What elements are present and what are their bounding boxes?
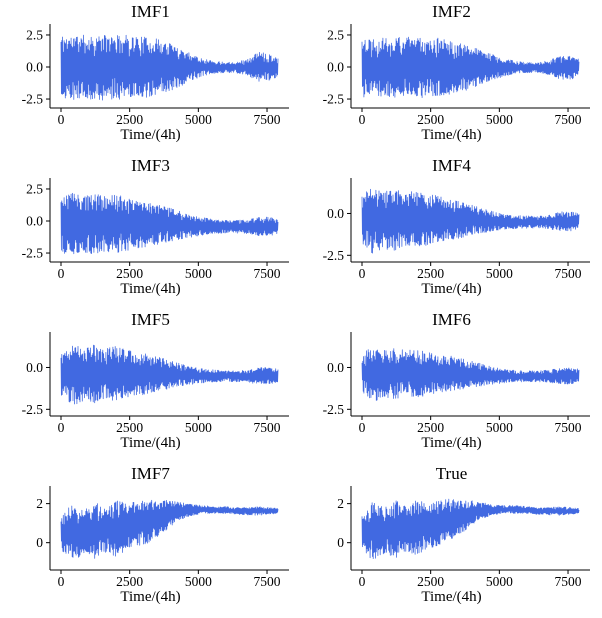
svg-text:7500: 7500 — [554, 574, 581, 589]
signal-plot-imf6: 0.0 -2.5 0 2500 5000 7500 — [322, 332, 590, 435]
svg-text:2: 2 — [337, 496, 344, 511]
svg-text:-2.5: -2.5 — [322, 402, 344, 417]
svg-text:0: 0 — [57, 420, 64, 435]
subplot-imf5: IMF5 0.0 -2.5 0 2500 5000 7500 Time/(4h) — [0, 310, 301, 464]
svg-text:2500: 2500 — [417, 574, 444, 589]
svg-text:5000: 5000 — [485, 266, 512, 281]
svg-text:0: 0 — [358, 574, 365, 589]
svg-text:0: 0 — [57, 112, 64, 127]
subplot-imf4: IMF4 0.0 -2.5 0 2500 5000 7500 Time/(4h) — [301, 156, 602, 310]
svg-text:5000: 5000 — [485, 112, 512, 127]
subplot-imf1: IMF1 2.5 0.0 -2.5 0 2500 5000 7500 Time/(4h) — [0, 2, 301, 156]
plot-title-imf7: IMF7 — [131, 464, 170, 483]
svg-text:0.0: 0.0 — [26, 214, 43, 229]
svg-text:5000: 5000 — [184, 266, 211, 281]
svg-text:0.0: 0.0 — [327, 206, 344, 221]
subplot-imf6: IMF6 0.0 -2.5 0 2500 5000 7500 Time/(4h) — [301, 310, 602, 464]
x-axis-label-imf1: Time/(4h) — [120, 127, 181, 143]
signal-plot-imf4: 0.0 -2.5 0 2500 5000 7500 — [322, 178, 590, 281]
signal-plot-imf3: 2.5 0.0 -2.5 0 2500 5000 7500 — [21, 178, 289, 281]
signal-plot-imf5: 0.0 -2.5 0 2500 5000 7500 — [21, 332, 289, 435]
svg-text:5000: 5000 — [184, 112, 211, 127]
svg-text:-2.5: -2.5 — [322, 92, 344, 107]
x-axis-label-imf7: Time/(4h) — [120, 589, 181, 605]
svg-text:2.5: 2.5 — [26, 27, 43, 42]
x-axis-label-imf5: Time/(4h) — [120, 435, 181, 451]
x-axis-label-imf6: Time/(4h) — [421, 435, 482, 451]
svg-text:2500: 2500 — [417, 266, 444, 281]
svg-text:5000: 5000 — [184, 420, 211, 435]
svg-text:0.0: 0.0 — [327, 360, 344, 375]
signal-plot-true: 2 0 0 2500 5000 7500 — [337, 486, 590, 589]
svg-text:0: 0 — [358, 420, 365, 435]
svg-text:0.0: 0.0 — [26, 360, 43, 375]
plot-title-imf3: IMF3 — [131, 156, 170, 175]
x-axis-label-imf2: Time/(4h) — [421, 127, 482, 143]
svg-text:0: 0 — [337, 535, 344, 550]
svg-text:7500: 7500 — [253, 266, 280, 281]
x-axis-label-imf4: Time/(4h) — [421, 281, 482, 297]
svg-text:0: 0 — [57, 266, 64, 281]
svg-text:7500: 7500 — [253, 574, 280, 589]
plot-title-imf1: IMF1 — [131, 2, 170, 21]
svg-text:5000: 5000 — [485, 420, 512, 435]
subplot-imf3: IMF3 2.5 0.0 -2.5 0 2500 5000 7500 Time/(4h) — [0, 156, 301, 310]
plot-title-imf2: IMF2 — [432, 2, 471, 21]
svg-text:7500: 7500 — [554, 266, 581, 281]
svg-text:2500: 2500 — [417, 112, 444, 127]
svg-text:-2.5: -2.5 — [322, 248, 344, 263]
svg-text:0.0: 0.0 — [327, 60, 344, 75]
svg-text:0: 0 — [57, 574, 64, 589]
svg-text:2.5: 2.5 — [327, 27, 344, 42]
svg-text:2.5: 2.5 — [26, 181, 43, 196]
svg-text:-2.5: -2.5 — [21, 402, 43, 417]
plot-title-imf4: IMF4 — [432, 156, 471, 175]
svg-text:7500: 7500 — [253, 420, 280, 435]
svg-text:7500: 7500 — [554, 112, 581, 127]
signal-plot-imf1: 2.5 0.0 -2.5 0 2500 5000 7500 — [21, 24, 289, 127]
svg-text:2: 2 — [36, 496, 43, 511]
svg-text:-2.5: -2.5 — [21, 246, 43, 261]
signal-plot-imf7: 2 0 0 2500 5000 7500 — [36, 486, 289, 589]
x-axis-label-true: Time/(4h) — [421, 589, 482, 605]
svg-text:2500: 2500 — [116, 266, 143, 281]
svg-text:0: 0 — [358, 112, 365, 127]
subplot-imf7: IMF7 2 0 0 2500 5000 7500 Time/(4h) — [0, 464, 301, 618]
signal-plot-imf2: 2.5 0.0 -2.5 0 2500 5000 7500 — [322, 24, 590, 127]
svg-text:0.0: 0.0 — [26, 60, 43, 75]
svg-text:2500: 2500 — [116, 420, 143, 435]
x-axis-label-imf3: Time/(4h) — [120, 281, 181, 297]
svg-text:0: 0 — [358, 266, 365, 281]
svg-text:2500: 2500 — [116, 112, 143, 127]
plot-title-imf6: IMF6 — [432, 310, 471, 329]
svg-text:7500: 7500 — [554, 420, 581, 435]
svg-text:0: 0 — [36, 535, 43, 550]
svg-text:-2.5: -2.5 — [21, 92, 43, 107]
svg-text:7500: 7500 — [253, 112, 280, 127]
subplot-true: True 2 0 0 2500 5000 7500 Time/(4h) — [301, 464, 602, 618]
svg-text:5000: 5000 — [485, 574, 512, 589]
svg-text:2500: 2500 — [417, 420, 444, 435]
svg-text:5000: 5000 — [184, 574, 211, 589]
plot-title-true: True — [435, 464, 468, 483]
plot-title-imf5: IMF5 — [131, 310, 170, 329]
subplot-imf2: IMF2 2.5 0.0 -2.5 0 2500 5000 7500 Time/(4h) — [301, 2, 602, 156]
svg-text:2500: 2500 — [116, 574, 143, 589]
